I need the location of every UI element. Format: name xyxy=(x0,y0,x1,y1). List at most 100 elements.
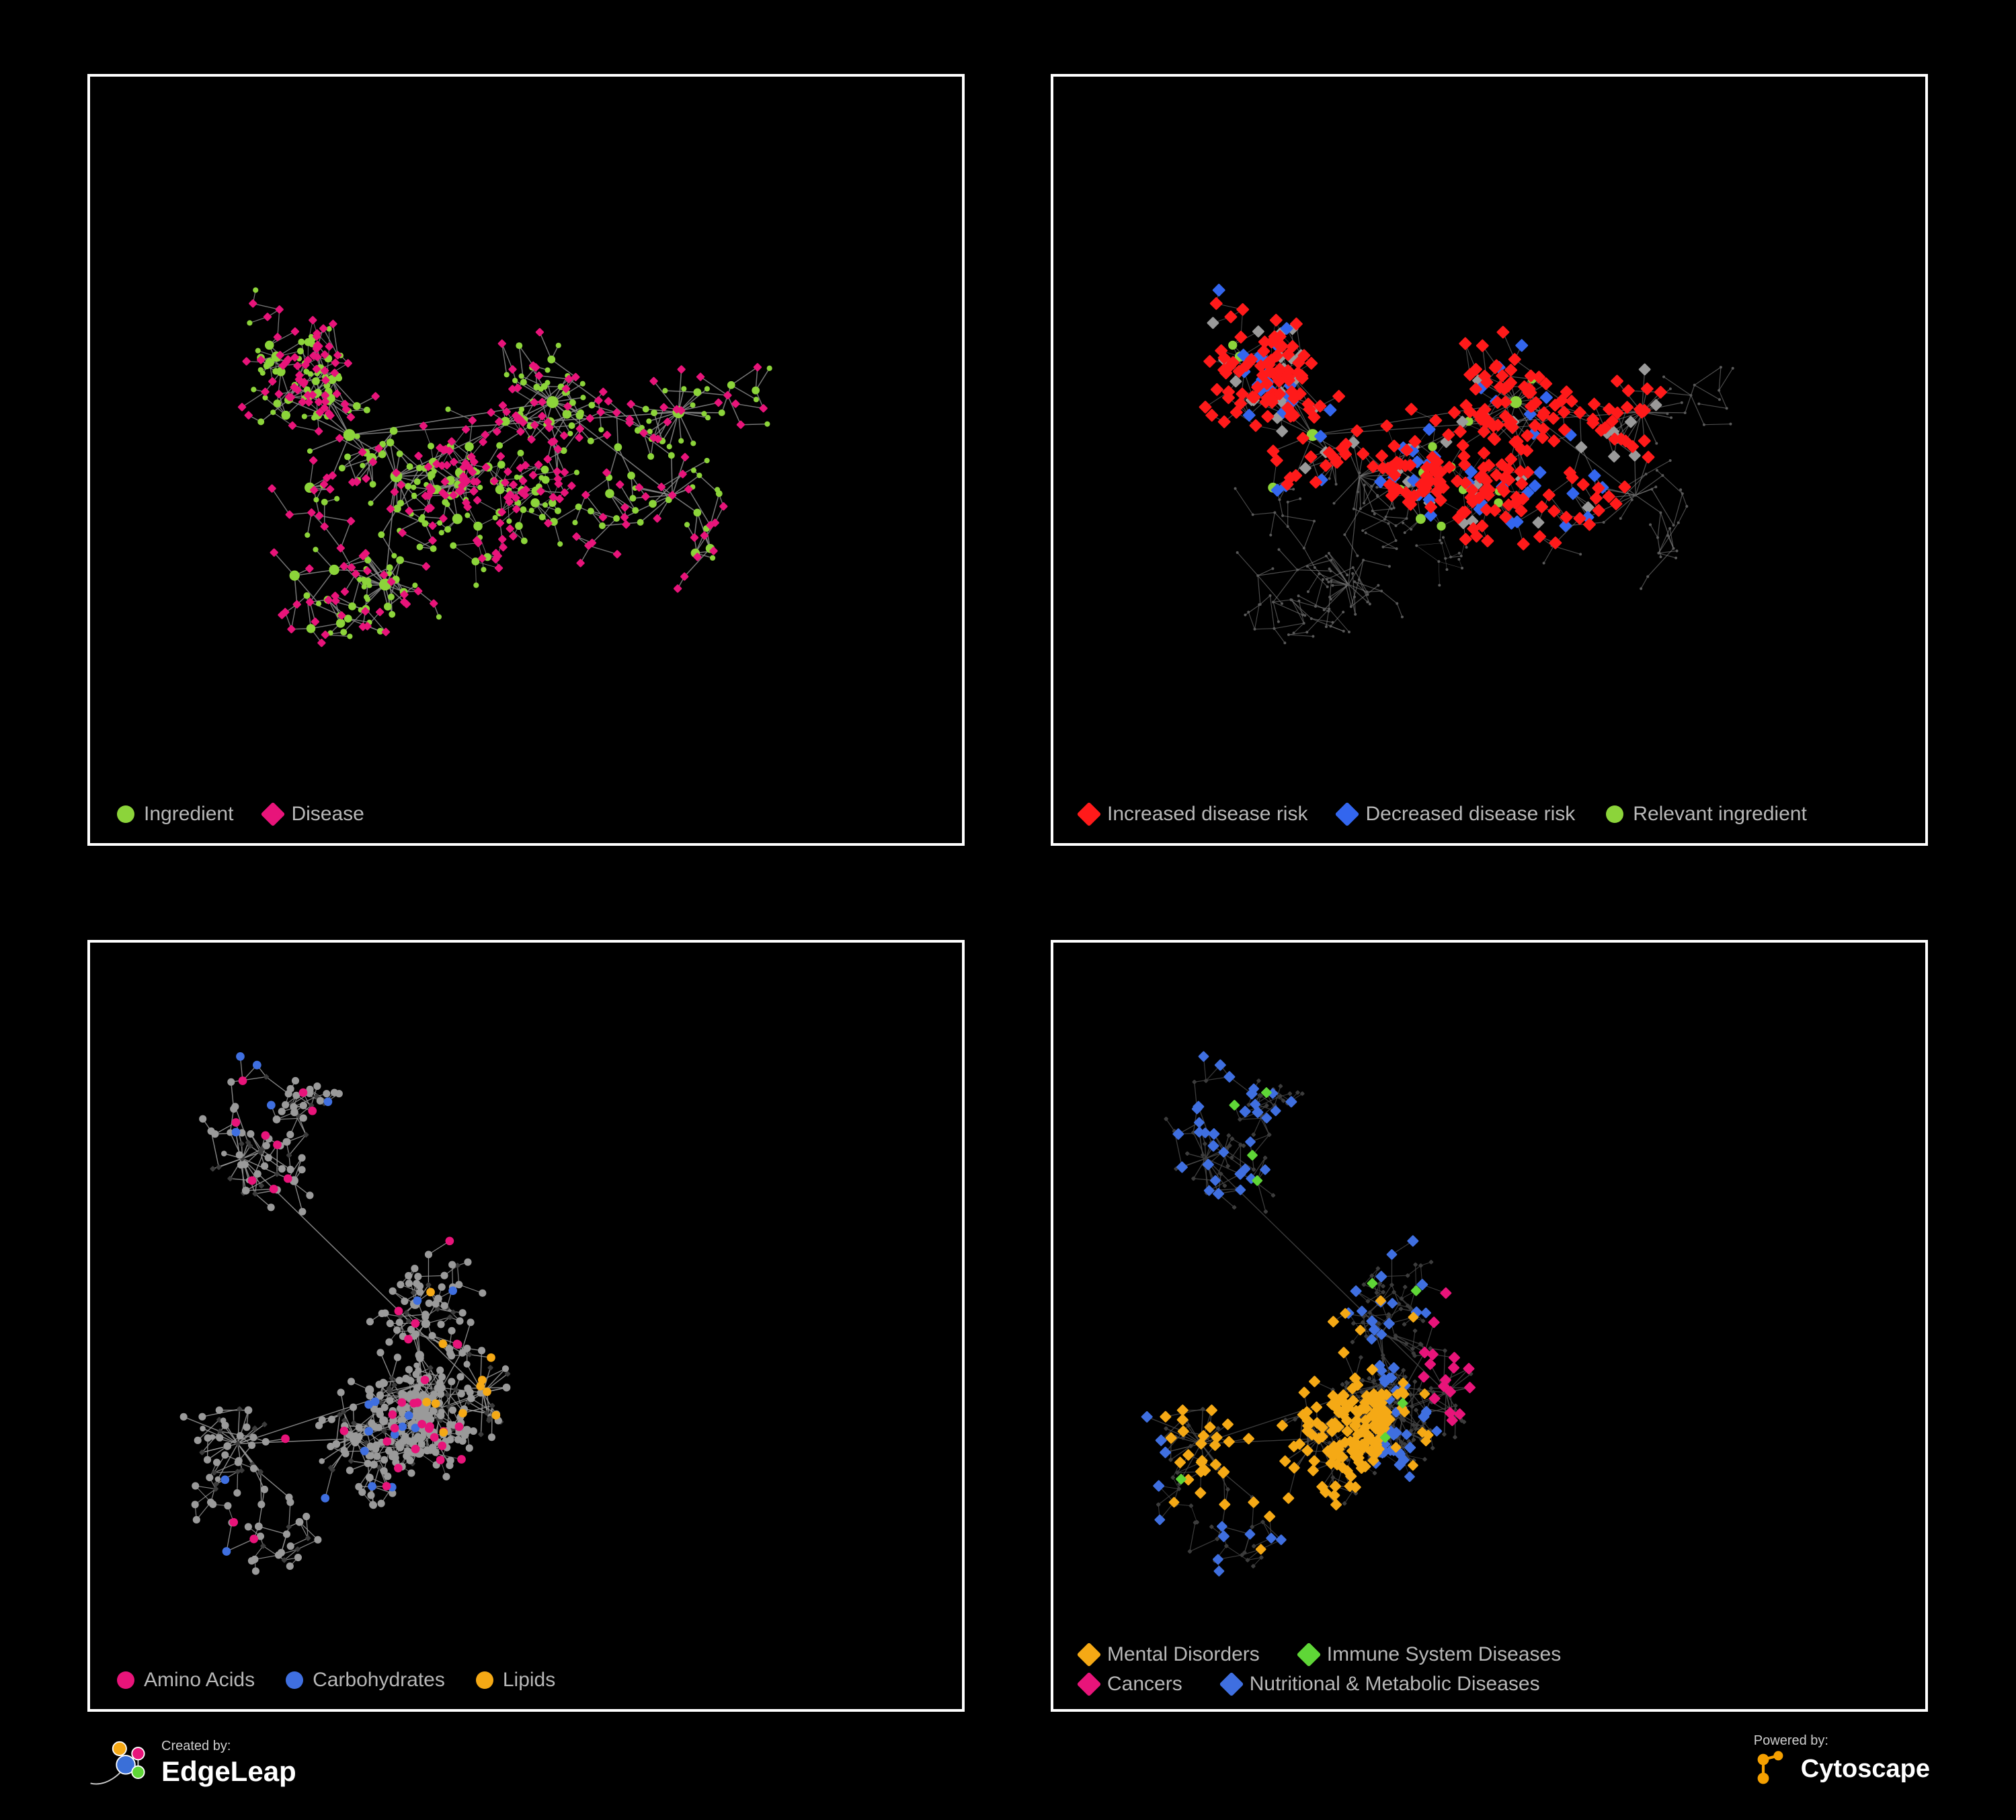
amino-acid-node[interactable] xyxy=(261,1132,270,1140)
disease-background-node[interactable] xyxy=(237,1432,244,1439)
ingredient-node[interactable] xyxy=(313,378,319,383)
ingredient-node[interactable] xyxy=(388,594,395,600)
ingredient-background-node[interactable] xyxy=(212,1486,218,1492)
ingredient-background-node[interactable] xyxy=(216,1164,222,1170)
disease-background-node[interactable] xyxy=(215,1476,221,1482)
disease-background-node[interactable] xyxy=(245,1407,253,1415)
background-node[interactable] xyxy=(1325,555,1328,557)
ingredient-node[interactable] xyxy=(521,538,528,545)
disease-node[interactable] xyxy=(553,467,561,475)
background-node[interactable] xyxy=(1354,613,1357,616)
disease-background-node[interactable] xyxy=(372,1446,379,1453)
background-node[interactable] xyxy=(1619,517,1622,520)
ingredient-node[interactable] xyxy=(305,532,310,538)
carbohydrate-node[interactable] xyxy=(413,1296,422,1305)
ingredient-node[interactable] xyxy=(547,356,555,364)
amino-acid-node[interactable] xyxy=(457,1455,466,1464)
disease-node[interactable] xyxy=(576,559,585,567)
background-disease-node[interactable] xyxy=(1251,1544,1256,1549)
disease-background-node[interactable] xyxy=(429,1332,436,1339)
carbohydrate-node[interactable] xyxy=(223,1547,231,1556)
ingredient-node[interactable] xyxy=(473,522,483,531)
background-node[interactable] xyxy=(1247,610,1250,613)
disease-node[interactable] xyxy=(714,398,723,407)
ingredient-node[interactable] xyxy=(575,504,582,510)
mental-disorders-node[interactable] xyxy=(1408,1460,1419,1471)
disease-background-node[interactable] xyxy=(268,1203,275,1211)
amino-acid-node[interactable] xyxy=(430,1433,439,1442)
unclassified-risk-node[interactable] xyxy=(1608,450,1621,463)
background-node[interactable] xyxy=(1353,596,1356,598)
ingredient-node[interactable] xyxy=(416,465,423,471)
background-node[interactable] xyxy=(1351,572,1354,575)
cancers-node[interactable] xyxy=(1426,1349,1439,1361)
increased-risk-node[interactable] xyxy=(1560,510,1573,524)
disease-background-node[interactable] xyxy=(298,1166,306,1173)
background-node[interactable] xyxy=(1322,578,1324,581)
background-node[interactable] xyxy=(1603,521,1605,524)
ingredient-node[interactable] xyxy=(290,570,300,580)
disease-background-node[interactable] xyxy=(412,1390,419,1397)
ingredient-node[interactable] xyxy=(681,386,686,391)
ingredient-node[interactable] xyxy=(690,440,696,446)
amino-acid-node[interactable] xyxy=(421,1376,430,1384)
disease-background-node[interactable] xyxy=(192,1501,199,1508)
decreased-risk-node[interactable] xyxy=(1515,339,1529,352)
background-node[interactable] xyxy=(1258,603,1260,606)
disease-node[interactable] xyxy=(237,403,246,411)
ingredient-node[interactable] xyxy=(496,442,503,449)
background-node[interactable] xyxy=(1234,487,1237,490)
increased-risk-node[interactable] xyxy=(1611,374,1624,388)
background-disease-node[interactable] xyxy=(1175,1470,1180,1476)
disease-background-node[interactable] xyxy=(406,1457,413,1464)
mental-disorders-node[interactable] xyxy=(1307,1464,1319,1476)
carbohydrate-node[interactable] xyxy=(321,1494,329,1503)
background-node[interactable] xyxy=(1729,423,1732,426)
disease-background-node[interactable] xyxy=(306,1191,313,1199)
background-node[interactable] xyxy=(1390,508,1393,510)
ingredient-node[interactable] xyxy=(439,530,444,535)
metabolic-node[interactable] xyxy=(1244,1528,1256,1540)
ingredient-background-node[interactable] xyxy=(227,1175,233,1181)
increased-risk-node[interactable] xyxy=(1453,425,1467,438)
disease-background-node[interactable] xyxy=(366,1318,374,1325)
increased-risk-node[interactable] xyxy=(1203,354,1217,368)
ingredient-node[interactable] xyxy=(450,542,456,549)
lipid-node[interactable] xyxy=(476,1382,485,1390)
background-node[interactable] xyxy=(1236,551,1239,554)
disease-background-node[interactable] xyxy=(445,1345,453,1353)
disease-background-node[interactable] xyxy=(287,1542,294,1550)
disease-node[interactable] xyxy=(572,532,581,541)
background-disease-node[interactable] xyxy=(1410,1404,1415,1409)
ingredient-node[interactable] xyxy=(247,320,252,325)
metabolic-node[interactable] xyxy=(1212,1554,1223,1565)
background-disease-node[interactable] xyxy=(1263,1209,1268,1214)
lipid-node[interactable] xyxy=(438,1339,447,1348)
mental-disorders-node[interactable] xyxy=(1338,1347,1350,1359)
background-node[interactable] xyxy=(1342,630,1345,633)
background-node[interactable] xyxy=(1649,523,1652,526)
background-node[interactable] xyxy=(1326,586,1329,588)
increased-risk-node[interactable] xyxy=(1456,439,1469,452)
disease-node[interactable] xyxy=(690,533,698,542)
disease-background-node[interactable] xyxy=(394,1353,401,1361)
carbohydrate-node[interactable] xyxy=(267,1101,276,1109)
background-node[interactable] xyxy=(1404,531,1406,534)
background-node[interactable] xyxy=(1579,553,1582,555)
background-node[interactable] xyxy=(1371,510,1374,512)
ingredient-node[interactable] xyxy=(684,522,690,527)
disease-background-node[interactable] xyxy=(204,1456,211,1464)
background-node[interactable] xyxy=(1326,578,1328,581)
metabolic-node[interactable] xyxy=(1154,1514,1166,1526)
disease-background-node[interactable] xyxy=(376,1391,384,1398)
ingredient-node[interactable] xyxy=(727,381,735,389)
amino-acid-node[interactable] xyxy=(249,1535,258,1544)
disease-background-node[interactable] xyxy=(235,1458,242,1466)
ingredient-background-node[interactable] xyxy=(286,1524,292,1530)
ingredient-node[interactable] xyxy=(274,399,282,407)
ingredient-node[interactable] xyxy=(329,565,339,575)
disease-background-node[interactable] xyxy=(300,1102,307,1109)
background-disease-node[interactable] xyxy=(1300,1091,1305,1097)
disease-background-node[interactable] xyxy=(278,1108,286,1115)
lipid-node[interactable] xyxy=(491,1411,500,1420)
